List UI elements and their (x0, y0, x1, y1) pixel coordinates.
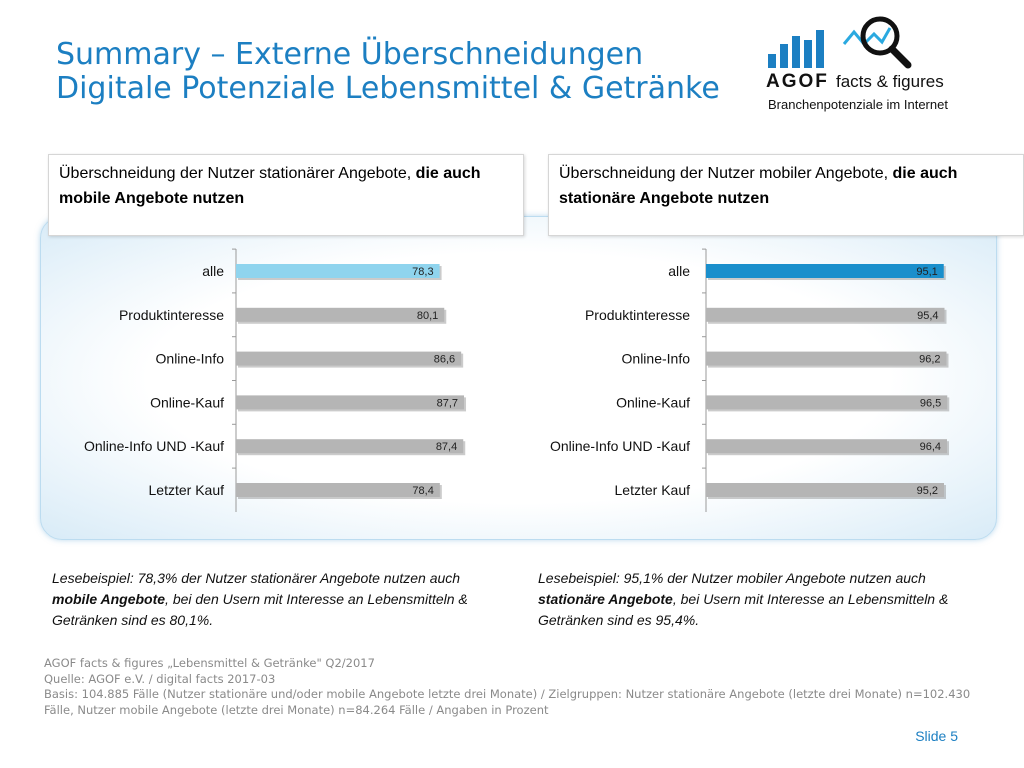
bar-value-label: 95,2 (917, 485, 938, 497)
header-box-left-bold: die auch mobile Angebote nutzen (59, 165, 481, 207)
bar-value-label: 96,4 (920, 441, 941, 453)
category-label: Online-Info (622, 351, 691, 367)
bar-value-label: 95,4 (917, 310, 938, 322)
bar-online-info (706, 351, 947, 366)
bar-value-label: 87,7 (437, 397, 458, 409)
category-label: alle (668, 263, 690, 279)
category-label: Letzter Kauf (615, 482, 691, 498)
category-label: Online-Kauf (150, 394, 224, 410)
bar-value-label: 78,4 (412, 485, 433, 497)
bar-value-label: 86,6 (434, 354, 455, 366)
bar-chart-icon (768, 27, 892, 68)
logo-brand: AGOF (766, 71, 829, 92)
note-right-part2: , bei Usern mit Interesse an Lebensmitte… (538, 591, 949, 628)
agof-logo: AGOF facts & figures Branchenpotenziale … (766, 14, 966, 114)
bar-value-label: 96,5 (920, 397, 941, 409)
category-label: Letzter Kauf (149, 482, 225, 498)
bar-online-info-und-kauf (706, 439, 947, 454)
reading-example-left: Lesebeispiel: 78,3% der Nutzer stationär… (52, 568, 482, 631)
category-label: Online-Info UND -Kauf (550, 438, 690, 454)
bar-produktinteresse (706, 307, 945, 322)
bar-value-label: 87,4 (436, 441, 457, 453)
bar-online-info (236, 351, 462, 366)
page-title: Summary – Externe Überschneidungen Digit… (56, 38, 816, 106)
header-box-right: Überschneidung der Nutzer mobiler Angebo… (548, 154, 1024, 236)
source-footer: AGOF facts & figures „Lebensmittel & Get… (44, 656, 974, 718)
title-line-1: Summary – Externe Überschneidungen (56, 37, 644, 72)
bar-alle (236, 264, 440, 278)
title-line-2: Digitale Potenziale Lebensmittel & Geträ… (56, 71, 720, 106)
note-left-bold: mobile Angebote (52, 591, 166, 607)
note-left-part2: , bei den Usern mit Interesse an Lebensm… (52, 591, 468, 628)
reading-example-right: Lesebeispiel: 95,1% der Nutzer mobiler A… (538, 568, 978, 631)
logo-subline: Branchenpotenziale im Internet (768, 97, 948, 112)
magnifier-icon (860, 16, 912, 69)
header-box-left: Überschneidung der Nutzer stationärer An… (48, 154, 524, 236)
header-box-left-text: Überschneidung der Nutzer stationärer An… (59, 165, 416, 182)
bar-value-label: 96,2 (919, 354, 940, 366)
bar-letzter-kauf (236, 483, 440, 497)
bar-letzter-kauf (706, 483, 944, 497)
header-box-right-text: Überschneidung der Nutzer mobiler Angebo… (559, 165, 893, 182)
bar-produktinteresse (236, 307, 445, 322)
bar-value-label: 80,1 (417, 310, 438, 322)
logo-tagline: facts & figures (836, 72, 944, 91)
bar-online-kauf (706, 395, 948, 410)
bar-online-kauf (236, 395, 465, 410)
slide-number: Slide 5 (915, 728, 958, 744)
bar-value-label: 78,3 (412, 266, 433, 278)
category-label: Online-Info UND -Kauf (84, 438, 224, 454)
bar-alle (706, 264, 944, 278)
footer-line-2: Quelle: AGOF e.V. / digital facts 2017-0… (44, 671, 276, 686)
category-label: Produktinteresse (585, 307, 690, 323)
note-right-part1: Lesebeispiel: 95,1% der Nutzer mobiler A… (538, 570, 926, 586)
category-label: Produktinteresse (119, 307, 224, 323)
header-box-right-bold: die auch stationäre Angebote nutzen (559, 165, 958, 207)
note-right-bold: stationäre Angebote (538, 591, 673, 607)
category-label: alle (202, 263, 224, 279)
footer-line-3: Basis: 104.885 Fälle (Nutzer stationäre … (44, 687, 971, 717)
bar-online-info-und-kauf (236, 439, 464, 454)
note-left-part1: Lesebeispiel: 78,3% der Nutzer stationär… (52, 570, 461, 586)
footer-line-1: AGOF facts & figures „Lebensmittel & Get… (44, 656, 375, 670)
bar-value-label: 95,1 (916, 266, 937, 278)
category-label: Online-Info (156, 351, 225, 367)
category-label: Online-Kauf (616, 394, 690, 410)
